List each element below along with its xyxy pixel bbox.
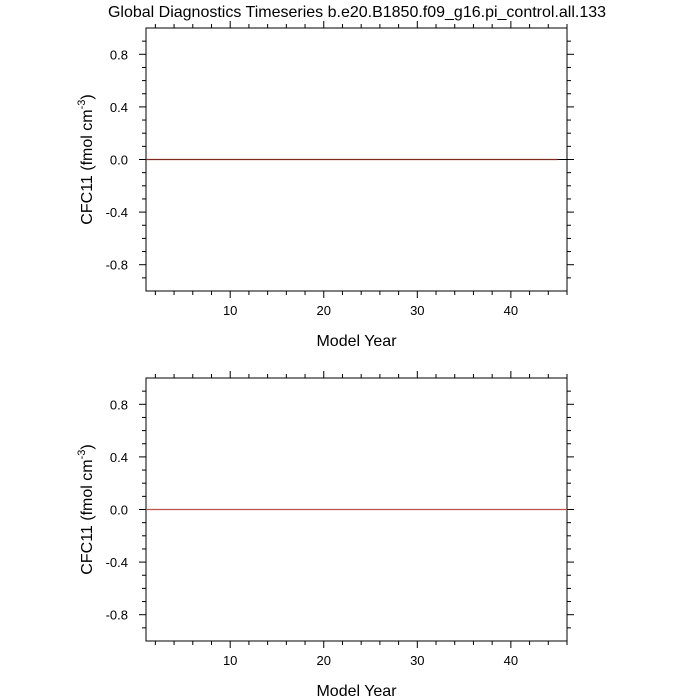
x-tick-label: 20 bbox=[317, 653, 331, 668]
y-tick-label: 0.0 bbox=[110, 503, 128, 518]
y-tick-label: 0.8 bbox=[110, 397, 128, 412]
y-tick-label: -0.8 bbox=[106, 608, 128, 623]
x-tick-label: 40 bbox=[504, 653, 518, 668]
y-tick-label: 0.4 bbox=[110, 100, 128, 115]
x-tick-label: 30 bbox=[410, 653, 424, 668]
y-tick-label: -0.4 bbox=[106, 205, 128, 220]
x-tick-label: 10 bbox=[223, 303, 237, 318]
y-axis-label-superscript: -3 bbox=[76, 450, 88, 460]
x-axis-label: Model Year bbox=[316, 333, 397, 350]
x-tick-label: 30 bbox=[410, 303, 424, 318]
x-axis-label: Model Year bbox=[316, 683, 397, 700]
chart-title: Global Diagnostics Timeseries b.e20.B185… bbox=[108, 4, 606, 21]
y-tick-label: -0.4 bbox=[106, 555, 128, 570]
y-axis-label-text: CFC11 (fmol cm bbox=[79, 459, 96, 574]
y-axis-label: CFC11 (fmol cm-3) bbox=[76, 94, 96, 224]
y-axis-label: CFC11 (fmol cm-3) bbox=[76, 444, 96, 574]
y-tick-label: 0.4 bbox=[110, 450, 128, 465]
y-axis-label-suffix: ) bbox=[79, 444, 96, 449]
y-tick-label: 0.0 bbox=[110, 153, 128, 168]
x-tick-label: 10 bbox=[223, 653, 237, 668]
x-tick-label: 40 bbox=[504, 303, 518, 318]
y-axis-label-suffix: ) bbox=[79, 94, 96, 99]
y-axis-label-superscript: -3 bbox=[76, 100, 88, 110]
y-tick-label: -0.8 bbox=[106, 258, 128, 273]
y-axis-label-text: CFC11 (fmol cm bbox=[79, 109, 96, 224]
y-tick-label: 0.8 bbox=[110, 47, 128, 62]
x-tick-label: 20 bbox=[317, 303, 331, 318]
